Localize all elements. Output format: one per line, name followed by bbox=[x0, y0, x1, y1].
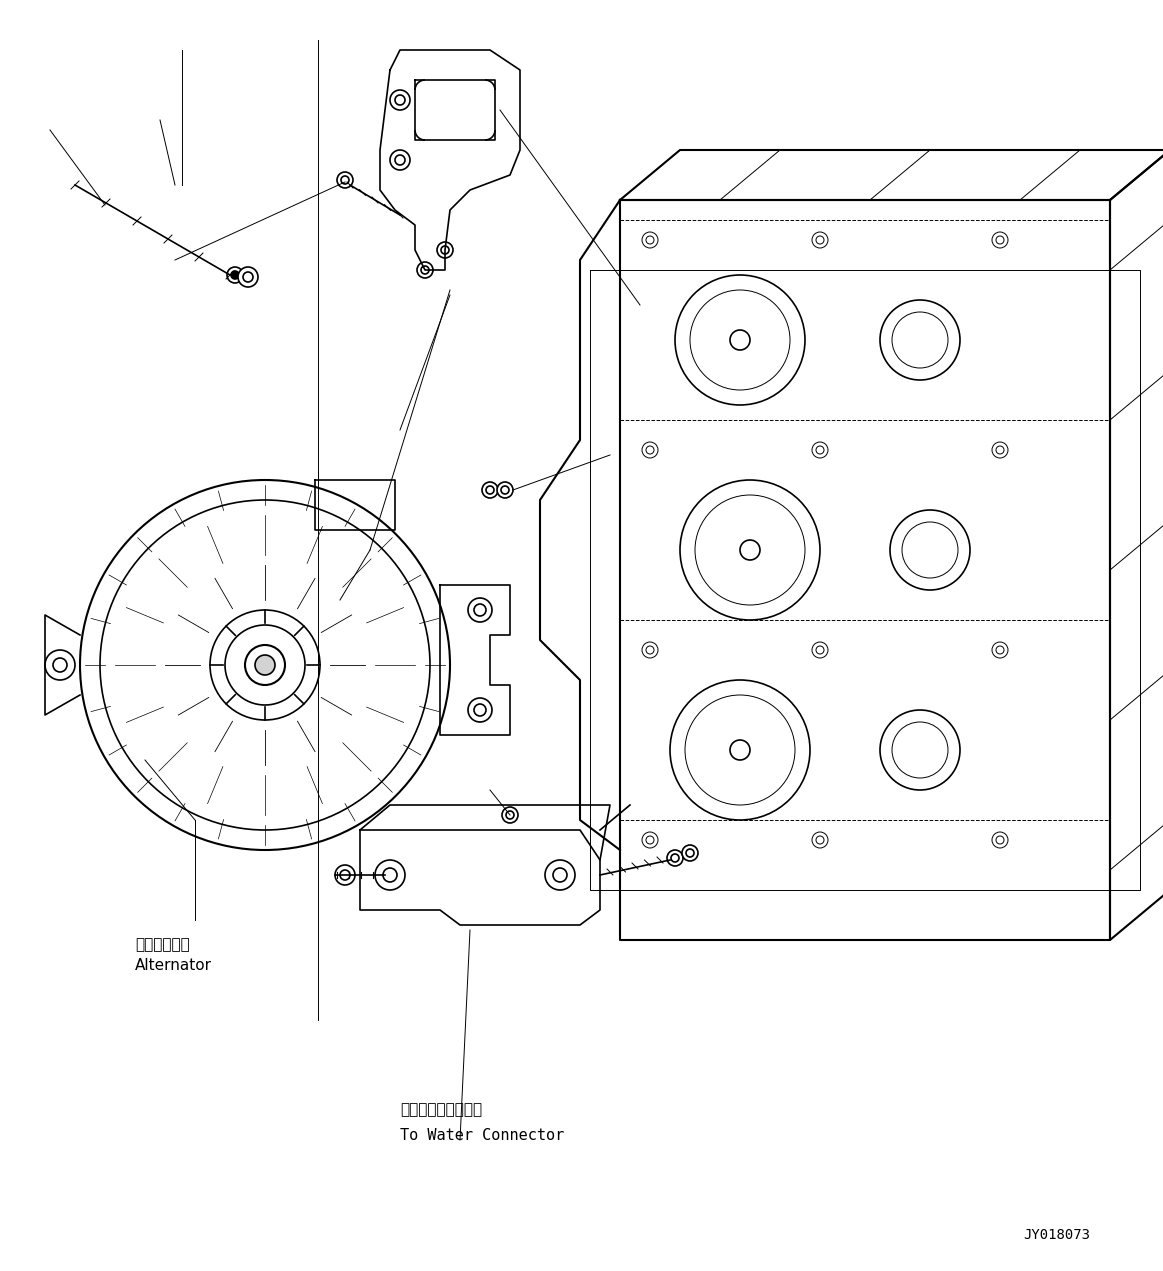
Circle shape bbox=[418, 262, 433, 278]
Circle shape bbox=[255, 655, 274, 675]
Circle shape bbox=[437, 241, 454, 258]
Circle shape bbox=[545, 860, 575, 890]
Text: オルタネータ: オルタネータ bbox=[135, 938, 190, 952]
Circle shape bbox=[468, 597, 492, 622]
Text: To Water Connector: To Water Connector bbox=[400, 1127, 564, 1143]
Circle shape bbox=[374, 860, 405, 890]
Text: ウォータコネクタヘ: ウォータコネクタヘ bbox=[400, 1102, 483, 1117]
Text: JY018073: JY018073 bbox=[1023, 1228, 1090, 1242]
Text: Alternator: Alternator bbox=[135, 957, 212, 972]
Circle shape bbox=[231, 271, 240, 280]
Circle shape bbox=[337, 172, 354, 188]
Circle shape bbox=[335, 866, 355, 885]
Circle shape bbox=[502, 807, 518, 824]
Circle shape bbox=[238, 267, 258, 287]
Circle shape bbox=[390, 90, 411, 111]
Circle shape bbox=[481, 482, 498, 498]
Circle shape bbox=[682, 845, 698, 860]
Circle shape bbox=[468, 698, 492, 722]
Circle shape bbox=[45, 649, 74, 680]
Circle shape bbox=[668, 850, 683, 866]
Circle shape bbox=[497, 482, 513, 498]
Circle shape bbox=[390, 150, 411, 170]
Circle shape bbox=[227, 267, 243, 283]
